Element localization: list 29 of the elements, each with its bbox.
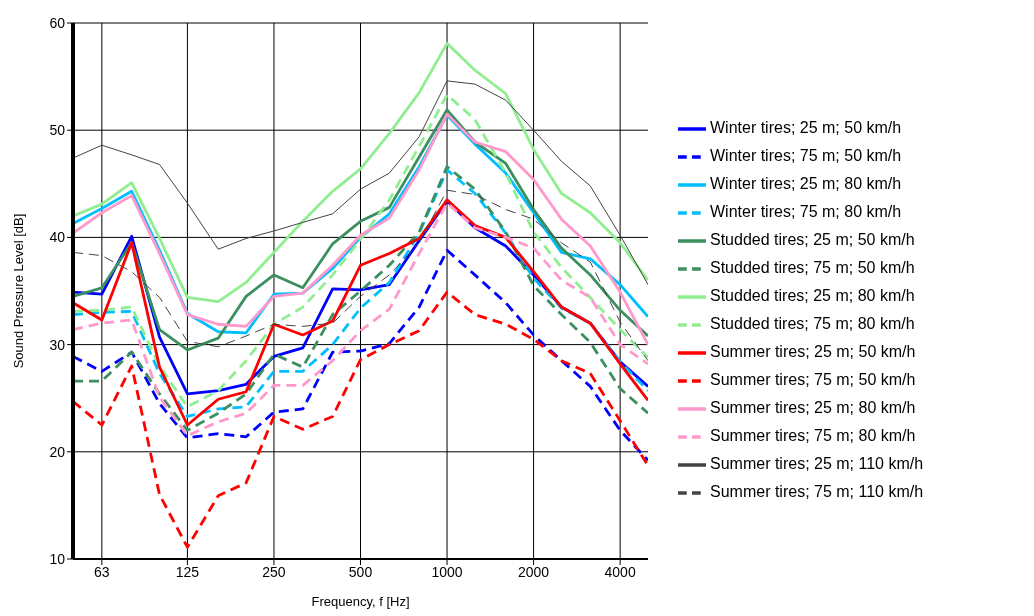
legend-label: Winter tires; 75 m; 80 km/h [710,203,902,221]
x-tick-label: 63 [94,563,110,580]
y-tick-label: 40 [49,229,66,246]
y-axis-title: Sound Pressure Level [dB] [10,213,26,369]
y-tick-label: 30 [49,336,66,353]
y-tick-label: 20 [49,443,66,460]
x-tick-label: 2000 [518,563,550,580]
legend-label: Summer tires; 75 m; 50 km/h [710,371,916,389]
legend-label: Winter tires; 75 m; 50 km/h [710,147,902,165]
legend-label: Summer tires; 75 m; 110 km/h [710,483,924,501]
y-tick-label: 50 [49,122,66,139]
legend-label: Studded tires; 75 m; 50 km/h [710,259,915,277]
y-tick-label: 10 [49,550,66,567]
legend-label: Summer tires; 25 m; 50 km/h [710,343,916,361]
x-tick-label: 1000 [431,563,463,580]
legend-label: Summer tires; 75 m; 80 km/h [710,427,916,445]
x-tick-label: 500 [348,563,373,580]
x-tick-label: 125 [175,563,200,580]
legend-label: Summer tires; 25 m; 80 km/h [710,399,916,417]
legend-label: Summer tires; 25 m; 110 km/h [710,455,924,473]
legend-label: Studded tires; 25 m; 80 km/h [710,287,915,305]
y-tick-label: 60 [49,14,66,31]
legend-label: Studded tires; 75 m; 80 km/h [710,315,915,333]
legend-label: Winter tires; 25 m; 80 km/h [710,175,902,193]
x-tick-label: 4000 [604,563,636,580]
legend-label: Studded tires; 25 m; 50 km/h [710,231,915,249]
legend-label: Winter tires; 25 m; 50 km/h [710,119,902,137]
x-axis-title: Frequency, f [Hz] [311,594,410,609]
x-tick-label: 250 [262,563,286,580]
